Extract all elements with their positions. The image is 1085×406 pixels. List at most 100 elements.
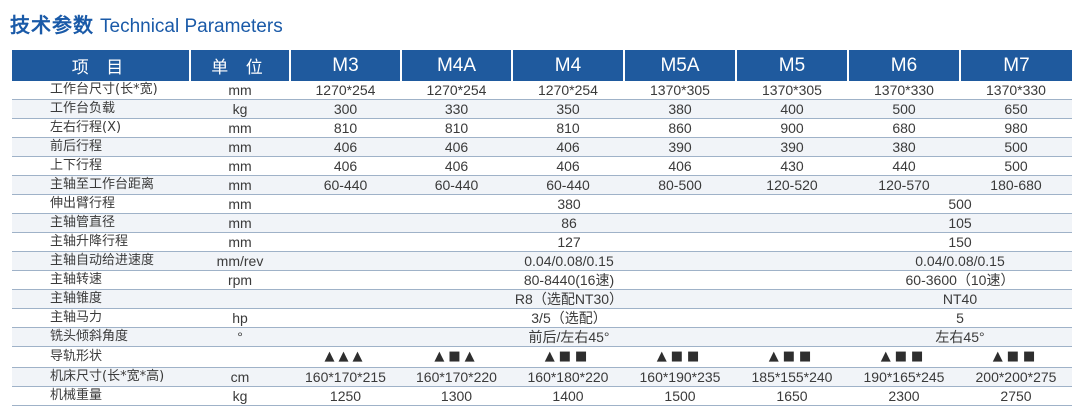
param-value: 0.04/0.08/0.15	[290, 251, 848, 271]
table-row: 前后行程 mm 406 406 406 390 390 380 500	[12, 137, 1072, 157]
param-name: 机床尺寸(长*宽*高)	[12, 367, 190, 387]
param-value: 60-440	[401, 175, 512, 195]
header-model-m5a: M5A	[624, 50, 737, 81]
rail-shape-cell: ▲■■	[960, 346, 1072, 368]
param-unit: mm	[190, 137, 290, 157]
param-value: 3/5（选配）	[290, 308, 848, 328]
param-value: 80-8440(16速)	[290, 270, 848, 290]
param-unit: mm	[190, 232, 290, 252]
param-value: 2750	[960, 386, 1072, 406]
param-value: 1500	[624, 386, 736, 406]
section-title-cn: 技术参数	[10, 13, 94, 37]
param-value: 5	[848, 308, 1072, 328]
param-value: 86	[290, 213, 848, 233]
param-value: 406	[290, 137, 401, 157]
param-name: 主轴至工作台距离	[12, 175, 190, 195]
param-value: 0.04/0.08/0.15	[848, 251, 1072, 271]
param-value: 60-3600（10速）	[848, 270, 1072, 290]
param-value: 左右45°	[848, 327, 1072, 347]
param-value: 1400	[512, 386, 624, 406]
param-value: 1250	[290, 386, 401, 406]
param-value: 1300	[401, 386, 512, 406]
param-value: 185*155*240	[736, 367, 848, 387]
param-value: 127	[290, 232, 848, 252]
param-value: NT40	[848, 289, 1072, 309]
technical-parameters-table: 项 目 单 位 M3 M4A M4 M5A M5 M6 M7 工作台尺寸(长*宽…	[12, 50, 1072, 406]
param-name: 前后行程	[12, 137, 190, 157]
param-value: 390	[736, 137, 848, 157]
param-value: 1270*254	[512, 81, 624, 100]
param-unit: °	[190, 327, 290, 347]
param-name: 左右行程(X)	[12, 118, 190, 138]
table-row: 主轴自动给进速度 mm/rev 0.04/0.08/0.15 0.04/0.08/0.…	[12, 251, 1072, 271]
param-value: 1270*254	[290, 81, 401, 100]
header-model-m4: M4	[512, 50, 625, 81]
param-value: 406	[512, 156, 624, 176]
table-row: 工作台负载 kg 300 330 350 380 400 500 650	[12, 99, 1072, 119]
table-header-row: 项 目 单 位 M3 M4A M4 M5A M5 M6 M7	[12, 50, 1072, 81]
param-value: 120-520	[736, 175, 848, 195]
param-value: 860	[624, 118, 736, 138]
param-value: 1370*305	[736, 81, 848, 100]
param-value: 500	[848, 99, 960, 119]
param-value: 150	[848, 232, 1072, 252]
param-value: 406	[624, 156, 736, 176]
table-row: 主轴马力 hp 3/5（选配） 5	[12, 308, 1072, 328]
param-value: 190*165*245	[848, 367, 960, 387]
param-value: 200*200*275	[960, 367, 1072, 387]
param-value: 350	[512, 99, 624, 119]
param-unit: kg	[190, 386, 290, 406]
table-row: 主轴转速 rpm 80-8440(16速) 60-3600（10速）	[12, 270, 1072, 290]
param-name: 主轴锥度	[12, 289, 190, 309]
param-value: 120-570	[848, 175, 960, 195]
table-row: 导轨形状 ▲▲▲ ▲■▲ ▲■■ ▲■■ ▲■■ ▲■■ ▲■■	[12, 346, 1072, 368]
param-value: 440	[848, 156, 960, 176]
param-value: R8（选配NT30）	[290, 289, 848, 309]
param-value: 810	[401, 118, 512, 138]
rail-shape-cell: ▲▲▲	[290, 346, 401, 368]
param-name: 导轨形状	[12, 346, 190, 368]
param-value: 900	[736, 118, 848, 138]
param-value: 406	[290, 156, 401, 176]
table-row: 上下行程 mm 406 406 406 406 430 440 500	[12, 156, 1072, 176]
param-value: 390	[624, 137, 736, 157]
param-value: 2300	[848, 386, 960, 406]
param-value: 1370*330	[960, 81, 1072, 100]
param-name: 伸出臂行程	[12, 194, 190, 214]
param-name: 主轴马力	[12, 308, 190, 328]
param-value: 406	[401, 137, 512, 157]
param-value: 500	[960, 156, 1072, 176]
param-unit: cm	[190, 367, 290, 387]
param-value: 300	[290, 99, 401, 119]
param-unit: mm	[190, 81, 290, 100]
param-value: 160*190*235	[624, 367, 736, 387]
param-name: 上下行程	[12, 156, 190, 176]
param-value: 680	[848, 118, 960, 138]
param-name: 机械重量	[12, 386, 190, 406]
section-title-en: Technical Parameters	[100, 16, 283, 37]
param-name: 铣头倾斜角度	[12, 327, 190, 347]
param-unit: mm	[190, 156, 290, 176]
rail-shape-cell: ▲■■	[624, 346, 736, 368]
param-value: 前后/左右45°	[290, 327, 848, 347]
param-value: 406	[401, 156, 512, 176]
table-row: 主轴升降行程 mm 127 150	[12, 232, 1072, 252]
param-value: 1270*254	[401, 81, 512, 100]
param-unit: kg	[190, 99, 290, 119]
table-row: 主轴管直径 mm 86 105	[12, 213, 1072, 233]
header-unit: 单 位	[190, 50, 291, 81]
param-value: 60-440	[290, 175, 401, 195]
table-row: 主轴至工作台距离 mm 60-440 60-440 60-440 80-500 120-52…	[12, 175, 1072, 195]
table-row: 主轴锥度 R8（选配NT30） NT40	[12, 289, 1072, 309]
param-value: 180-680	[960, 175, 1072, 195]
param-value: 1650	[736, 386, 848, 406]
header-model-m6: M6	[848, 50, 961, 81]
param-value: 380	[848, 137, 960, 157]
rail-shape-cell: ▲■■	[512, 346, 624, 368]
param-value: 60-440	[512, 175, 624, 195]
param-name: 工作台负载	[12, 99, 190, 119]
table-row: 工作台尺寸(长*宽) mm 1270*254 1270*254 1270*254 1370…	[12, 81, 1072, 100]
param-unit	[190, 346, 290, 368]
param-value: 1370*305	[624, 81, 736, 100]
header-item: 项 目	[12, 50, 191, 81]
